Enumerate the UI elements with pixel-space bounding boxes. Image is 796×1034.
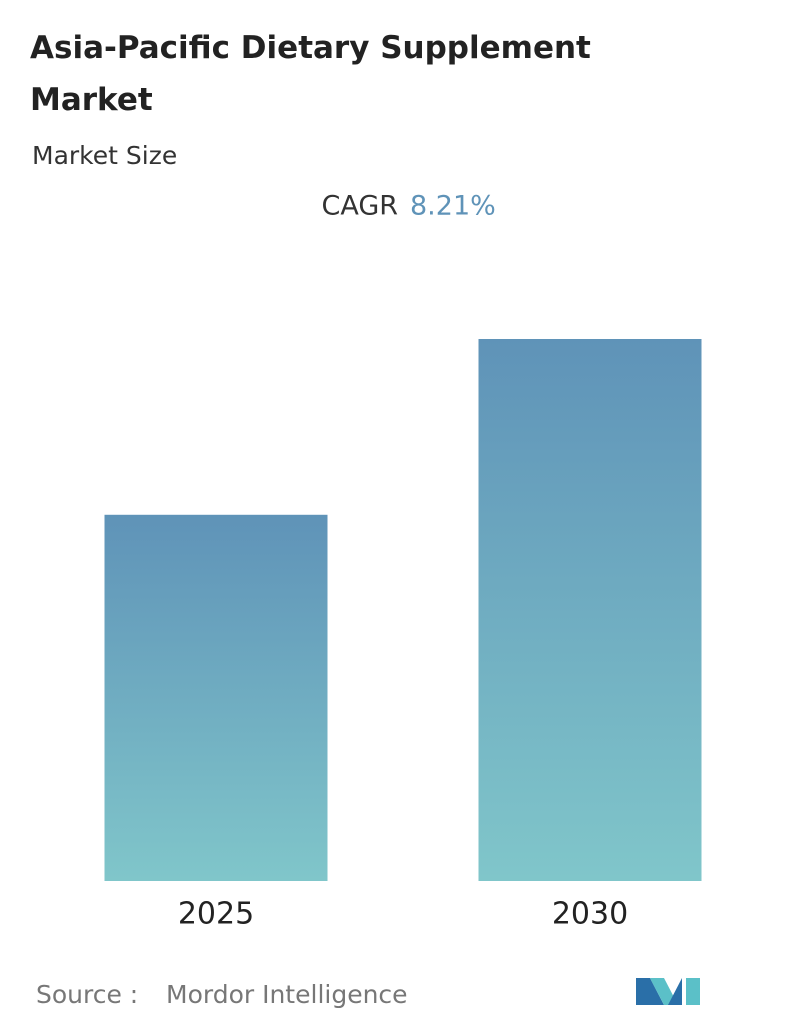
bars: 2025 2030 — [104, 339, 702, 932]
x-tick-label: 2025 — [178, 897, 254, 932]
chart-title: Asia-Pacific Dietary Supplement Market — [30, 30, 591, 118]
source-label: Source : — [36, 980, 138, 1009]
cagr-label: CAGR — [321, 191, 398, 222]
logo — [636, 978, 700, 1005]
bar — [104, 514, 328, 881]
bar — [478, 339, 702, 881]
title-box: Asia-Pacific Dietary Supplement Market — [30, 30, 591, 118]
subtitle: Market Size — [32, 141, 177, 170]
cagr-value: 8.21% — [410, 191, 496, 222]
source: Mordor Intelligence — [166, 980, 408, 1009]
x-tick-label: 2030 — [552, 897, 628, 932]
